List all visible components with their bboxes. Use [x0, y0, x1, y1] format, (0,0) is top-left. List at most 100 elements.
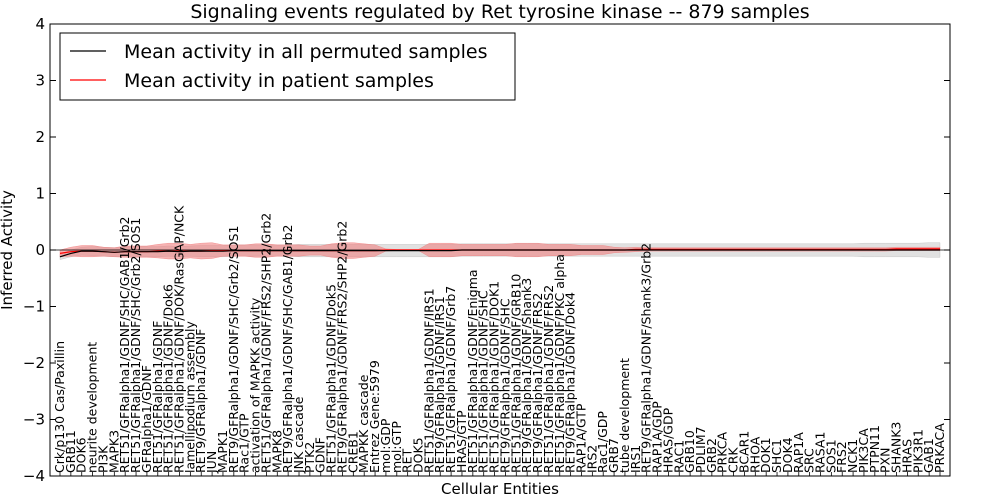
x-tick-label: RET51/GFRalpha1/GDNF/SHC [476, 290, 491, 473]
x-axis-label: Cellular Entities [441, 480, 559, 498]
x-tick-label: GFRalpha1/GDNF [139, 365, 154, 473]
x-tick-label: RET51/GFRalpha1/GDNF/Enigma [465, 269, 480, 473]
x-tick-label: Entrez Gene:5979 [367, 360, 382, 473]
x-tick-label: RET9/GFRalpha1/GDNF/IRS1 [432, 296, 447, 473]
x-tick-label: DOK1 [758, 437, 773, 473]
x-tick-label: Crk/p130 Cas/Paxillin [52, 341, 67, 473]
x-tick-label: JUN [204, 451, 219, 474]
x-tick-label: RET9/GFRalpha1/GDNF/FRS2 [530, 293, 545, 473]
x-tick-label: PRKACA [932, 423, 947, 473]
x-tick-label: RASA1 [813, 432, 828, 473]
x-tick-label: PTPN11 [867, 425, 882, 473]
x-tick-label: CRK [726, 447, 741, 473]
x-tick-label: HRAS/GTP [454, 410, 469, 473]
x-tick-label: DOK6 [74, 437, 89, 473]
x-tick-label: RET51/GFRalpha1/GDNF/Dok6 [161, 284, 176, 473]
x-tick-label: RET51/GFRalpha1/GDNF [150, 321, 165, 473]
legend-label-patient: Mean activity in patient samples [124, 70, 434, 92]
x-tick-label: RET9/GFRalpha1/GDNF/Shank3/Grb2 [639, 243, 654, 473]
confidence-bands [59, 242, 941, 260]
y-tick-label: 3 [35, 72, 45, 90]
x-tick-label: Rac1/GTP [237, 413, 252, 473]
x-tick-label: RET51/GFRalpha1/GDNF/Grb7 [443, 286, 458, 473]
x-tick-label: MAPK8 [269, 430, 284, 473]
x-tick-label: SRC [802, 448, 817, 473]
x-tick-label: SHC1 [769, 439, 784, 473]
x-tick-label: RET51/GFRalpha1/GDNF/DOK1 [487, 281, 502, 473]
y-tick-label: 0 [35, 241, 45, 259]
x-tick-label: SOS1 [823, 439, 838, 473]
x-tick-label: HRAS [899, 439, 914, 473]
x-tick-label: GRB11 [63, 430, 78, 473]
x-tick-label: RET9/GFRalpha1/GDNF/Dok4 [563, 292, 578, 473]
x-tick-label: RET51/GFRalpha1/GDNF/FRS2 [541, 285, 556, 473]
x-tick-label: RET51/GFRalpha1/GDNF/FRS2/SHP2/Grb2 [258, 213, 273, 473]
x-tick-label: RAP1A/GTP [574, 403, 589, 473]
x-tick-label: RET9/GFRalpha1/GDNF/Shank3 [519, 278, 534, 473]
x-tick-label: MAPK3 [106, 430, 121, 473]
legend-box [59, 32, 516, 101]
y-tick-label: −1 [23, 298, 45, 316]
legend: Mean activity in all permuted samples Me… [59, 32, 516, 101]
x-tick-label: DOK4 [780, 437, 795, 473]
x-tick-label: RET9/GFRalpha1/GDNF [193, 329, 208, 473]
y-axis-label: Inferred Activity [0, 190, 16, 310]
x-tick-label: PI3K [96, 445, 111, 473]
y-tick-label: −4 [23, 467, 45, 485]
y-tick-label: −3 [23, 411, 45, 429]
x-tick-label: PDLIM7 [693, 426, 708, 473]
x-tick-label: CREB1 [345, 431, 360, 473]
x-tick-label: neurite development [85, 342, 100, 473]
x-tick-label: PTK2 [302, 442, 317, 473]
chart-title: Signaling events regulated by Ret tyrosi… [190, 1, 809, 23]
x-tick-label: IRS1 [628, 445, 643, 473]
y-tick-label: −2 [23, 354, 45, 372]
x-tick-label: RET9/GFRalpha1/GDNF/SHC [497, 298, 512, 473]
x-tick-label: RET9/GFRalpha1/GDNF/FRS2/SHP2/Grb2 [335, 221, 350, 473]
x-tick-label: RAC1 [671, 440, 686, 473]
x-tick-label: RET51/GFRalpha1/GDNF/PKC alpha [552, 254, 567, 473]
x-tick-label: RET51/GFRalpha1/GDNF/DOK/RasGAP/NCK [172, 205, 187, 473]
x-tick-label: PIK3R1 [910, 429, 925, 473]
x-tick-label: RET [400, 448, 415, 473]
x-tick-label: MAPK1 [215, 430, 230, 473]
x-tick-label: RET9/GFRalpha1/GDNF/SHC/Grb2/SOS1 [226, 226, 241, 473]
x-tick-label: GAB1 [921, 438, 936, 473]
x-tick-label: RAP1A/GDP [650, 401, 665, 473]
x-tick-label: BCAR1 [736, 431, 751, 473]
x-tick-label: lamellipodium assembly [182, 321, 197, 473]
legend-label-permuted: Mean activity in all permuted samples [124, 41, 487, 63]
x-tick-label: JNK cascade [291, 396, 306, 474]
x-tick-label: RET51/GFRalpha1/GDNF/SHC/Grb2/SOS1 [128, 218, 143, 473]
x-tick-label: GRB7 [606, 438, 621, 473]
x-tick-label: tube development [617, 358, 632, 473]
x-tick-label: IRS2 [584, 445, 599, 473]
x-tick-label: DOK5 [411, 437, 426, 473]
x-tick-label: RET51/GFRalpha1/GDNF/Dok5 [324, 284, 339, 473]
y-tick-label: 2 [35, 128, 45, 146]
x-tick-label: GRB2 [704, 438, 719, 473]
y-axis: −4 −3 −2 −1 0 1 2 3 4 [23, 15, 950, 485]
x-tick-label: RHOA [747, 436, 762, 473]
x-tick-label: GDNF [313, 437, 328, 473]
y-tick-label: 1 [35, 185, 45, 203]
x-tick-label: GRB10 [682, 430, 697, 473]
series-line-0 [59, 249, 940, 258]
x-tick-label: RAP1A [791, 432, 806, 473]
x-tick-label: PRKCA [715, 432, 730, 473]
x-tick-label: RET51/GFRalpha1/GDNF/GRB10 [508, 274, 523, 473]
x-tick-label: mol:GTP [389, 421, 404, 473]
x-tick-label: SHANK3 [889, 422, 904, 473]
x-tick-label: activation of MAPKK activity [248, 297, 263, 473]
x-tick-label: RET51/GFRalpha1/GDNF/IRS1 [421, 288, 436, 473]
series-lines [59, 248, 940, 258]
x-tick-label: PXN [878, 448, 893, 473]
x-tick-label: mol:GDP [378, 418, 393, 473]
x-tick-label: MAPKK cascade [356, 374, 371, 473]
y-tick-label: 4 [35, 15, 45, 33]
x-tick-label: FRS2 [834, 441, 849, 473]
x-tick-label: HRAS/GDP [660, 407, 675, 473]
x-tick-label: Rac1/GDP [595, 411, 610, 473]
